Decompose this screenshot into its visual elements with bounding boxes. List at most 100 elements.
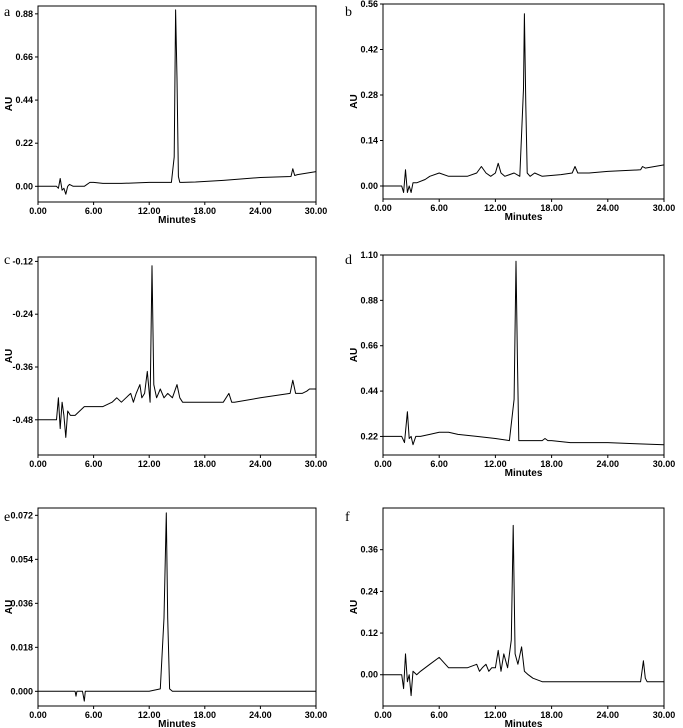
chromatogram-trace-d bbox=[383, 260, 665, 446]
x-tick-label-a: 6.00 bbox=[85, 206, 103, 216]
x-tick-label-b: 12.00 bbox=[484, 203, 507, 213]
y-axis-title-e: AU bbox=[4, 600, 15, 614]
x-axis-title-d: Minutes bbox=[505, 468, 543, 479]
x-axis-title-f: Minutes bbox=[505, 719, 543, 728]
chart-panel-a: a 0.00 6.00 12.00 18.00 24.00 30.00 0.00 0.22 0.4… bbox=[4, 5, 327, 226]
x-tick-label-f: 18.00 bbox=[540, 710, 563, 720]
y-tick-label-f: 0.36 bbox=[360, 545, 378, 555]
panel-letter-c: c bbox=[4, 253, 10, 268]
y-tick-label-a: 0.66 bbox=[15, 52, 33, 62]
y-tick-label-b: 0.56 bbox=[360, 0, 378, 9]
x-tick-label-c: 24.00 bbox=[249, 459, 272, 469]
y-tick-label-e: 0.000 bbox=[10, 686, 33, 696]
x-tick-label-d: 24.00 bbox=[597, 459, 620, 469]
y-tick-label-a: 0.44 bbox=[15, 95, 33, 105]
x-tick-label-b: 24.00 bbox=[597, 203, 620, 213]
y-tick-label-f: 0.00 bbox=[360, 670, 378, 680]
y-tick-label-e: 0.018 bbox=[10, 642, 33, 652]
x-tick-label-c: 18.00 bbox=[194, 459, 217, 469]
x-tick-label-f: 30.00 bbox=[653, 710, 676, 720]
x-tick-label-c: 30.00 bbox=[305, 459, 328, 469]
panel-letter-f: f bbox=[345, 510, 350, 525]
x-axis-title-e: Minutes bbox=[158, 719, 196, 728]
y-tick-label-e: 0.036 bbox=[10, 598, 33, 608]
y-tick-label-d: 0.22 bbox=[360, 431, 378, 441]
chromatogram-trace-a bbox=[38, 9, 317, 195]
y-axis-title-f: AU bbox=[349, 600, 360, 614]
plot-frame-a bbox=[37, 5, 317, 203]
x-tick-label-f: 6.00 bbox=[430, 710, 448, 720]
x-tick-label-a: 12.00 bbox=[138, 206, 161, 216]
plot-frame-b bbox=[382, 3, 665, 200]
y-tick-label-d: 1.10 bbox=[360, 250, 378, 260]
x-tick-label-a: 30.00 bbox=[305, 206, 328, 216]
plot-frame-f bbox=[382, 507, 665, 707]
plot-frame-d bbox=[382, 254, 665, 456]
chromatogram-trace-e bbox=[38, 512, 316, 702]
x-tick-label-a: 0.00 bbox=[29, 206, 47, 216]
x-tick-label-d: 6.00 bbox=[430, 459, 448, 469]
y-tick-label-f: 0.12 bbox=[360, 628, 378, 638]
chart-panel-e: e 0.00 6.00 12.00 18.00 24.00 30.00 0.000 0.018 0… bbox=[4, 507, 328, 728]
x-tick-label-a: 18.00 bbox=[194, 206, 217, 216]
y-tick-label-d: 0.88 bbox=[360, 295, 378, 305]
y-tick-label-b: 0.14 bbox=[360, 136, 378, 146]
x-tick-label-c: 0.00 bbox=[29, 459, 47, 469]
panel-letter-b: b bbox=[345, 5, 352, 20]
panel-letter-a: a bbox=[4, 5, 11, 20]
chromatogram-trace-c bbox=[38, 265, 316, 438]
chart-panel-d: d 0.00 6.00 12.00 18.00 24.00 30.00 0.22 0.44 0.6… bbox=[345, 250, 675, 479]
y-tick-label-b: 0.00 bbox=[360, 181, 378, 191]
y-tick-label-f: 0.24 bbox=[360, 586, 378, 596]
chart-panel-b: b 0.00 6.00 12.00 18.00 24.00 30.00 0.00 0.14 0.2… bbox=[345, 0, 675, 223]
chromatogram-trace-b bbox=[383, 13, 665, 193]
y-axis-title-c: AU bbox=[4, 349, 15, 363]
y-tick-label-a: 0.22 bbox=[15, 138, 33, 148]
plot-frame-c bbox=[37, 256, 317, 456]
chromatogram-trace-f bbox=[383, 524, 664, 697]
x-tick-label-e: 12.00 bbox=[138, 710, 161, 720]
plot-frame-e bbox=[37, 507, 317, 707]
x-tick-label-b: 0.00 bbox=[374, 203, 392, 213]
x-tick-label-b: 18.00 bbox=[540, 203, 563, 213]
panel-letter-d: d bbox=[345, 253, 352, 268]
y-tick-label-c: -0.24 bbox=[12, 309, 33, 319]
y-axis-title-d: AU bbox=[349, 348, 360, 362]
y-tick-label-c: -0.36 bbox=[12, 362, 33, 372]
x-tick-label-f: 12.00 bbox=[484, 710, 507, 720]
y-tick-label-a: 0.88 bbox=[15, 9, 33, 19]
y-tick-label-a: 0.00 bbox=[15, 181, 33, 191]
x-axis-title-a: Minutes bbox=[158, 215, 196, 226]
y-axis-title-a: AU bbox=[4, 97, 15, 111]
x-tick-label-e: 6.00 bbox=[85, 710, 103, 720]
x-tick-label-e: 18.00 bbox=[194, 710, 217, 720]
chart-panel-c: c 0.00 6.00 12.00 18.00 24.00 30.00 -0.12 -0.24 -… bbox=[4, 253, 327, 469]
panel-letter-e: e bbox=[4, 510, 10, 525]
chart-panel-f: f 0.00 6.00 12.00 18.00 24.00 30.00 0.00 0.12 0.2… bbox=[345, 507, 676, 728]
y-tick-label-c: -0.12 bbox=[12, 256, 33, 266]
x-axis-title-b: Minutes bbox=[505, 212, 543, 223]
x-tick-label-e: 24.00 bbox=[249, 710, 272, 720]
y-tick-label-d: 0.44 bbox=[360, 386, 378, 396]
y-tick-label-b: 0.28 bbox=[360, 90, 378, 100]
y-tick-label-e: 0.054 bbox=[10, 554, 33, 564]
x-tick-label-b: 6.00 bbox=[430, 203, 448, 213]
x-tick-label-c: 6.00 bbox=[85, 459, 103, 469]
x-tick-label-a: 24.00 bbox=[249, 206, 272, 216]
y-tick-label-b: 0.42 bbox=[360, 45, 378, 55]
x-tick-label-d: 0.00 bbox=[374, 459, 392, 469]
y-tick-label-d: 0.66 bbox=[360, 341, 378, 351]
x-tick-label-d: 18.00 bbox=[540, 459, 563, 469]
x-tick-label-f: 0.00 bbox=[374, 710, 392, 720]
x-tick-label-b: 30.00 bbox=[653, 203, 676, 213]
x-tick-label-c: 12.00 bbox=[138, 459, 161, 469]
y-axis-title-b: AU bbox=[349, 94, 360, 108]
x-tick-label-e: 0.00 bbox=[29, 710, 47, 720]
x-tick-label-d: 12.00 bbox=[484, 459, 507, 469]
x-tick-label-f: 24.00 bbox=[597, 710, 620, 720]
x-tick-label-d: 30.00 bbox=[653, 459, 676, 469]
y-tick-label-e: 0.072 bbox=[10, 510, 33, 520]
y-tick-label-c: -0.48 bbox=[12, 415, 33, 425]
x-tick-label-e: 30.00 bbox=[305, 710, 328, 720]
